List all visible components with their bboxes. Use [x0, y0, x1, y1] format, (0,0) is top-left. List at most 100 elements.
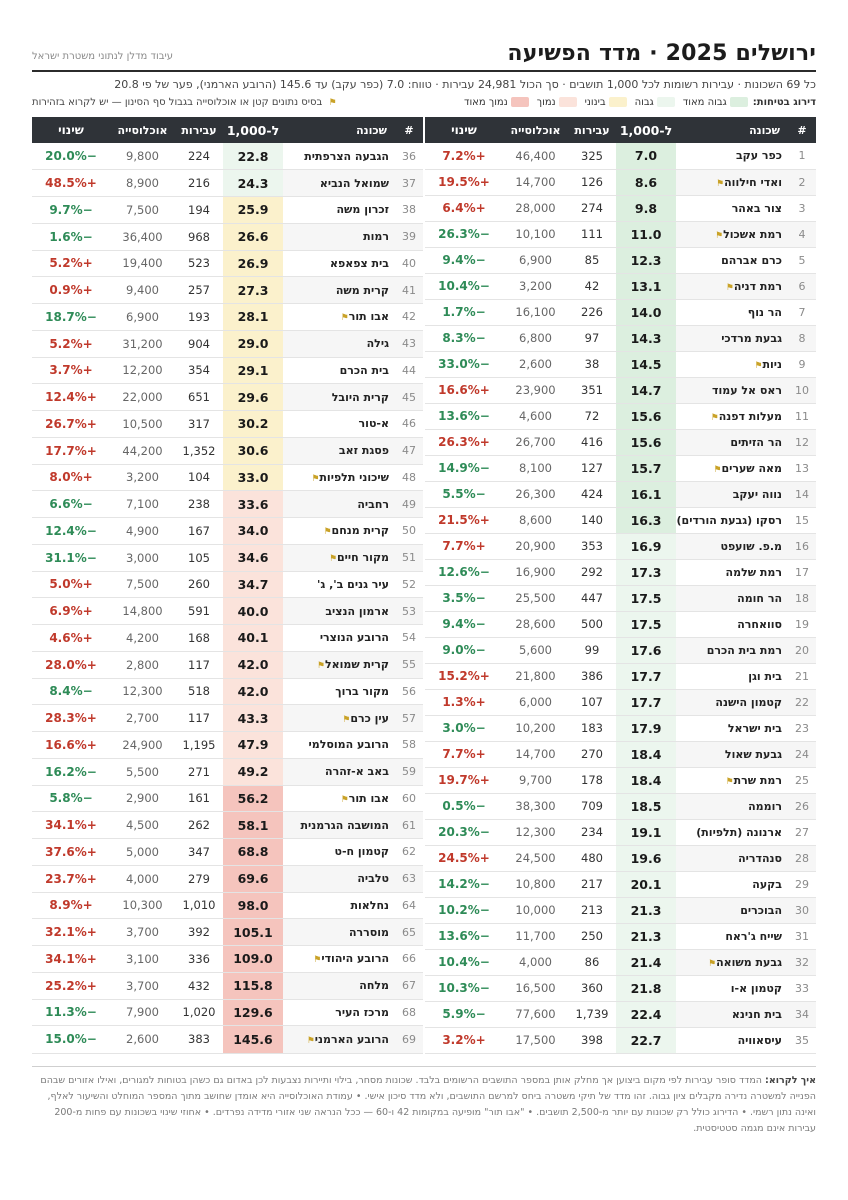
change-cell: +25.2%: [45, 978, 97, 993]
change-cell: +28.0%: [45, 657, 97, 672]
rate-cell: 29.0: [223, 330, 283, 357]
neighborhood-name: ואדי חילווה: [724, 175, 782, 189]
rate-cell: 28.1: [223, 303, 283, 331]
neighborhood-name: קטמון ח-ט: [334, 845, 389, 859]
rate-cell: 34.6: [223, 544, 283, 571]
neighborhood-cell: עין כרם⚑: [283, 704, 395, 732]
flag-icon: ⚑: [342, 714, 351, 725]
offenses-cell: 424: [581, 487, 603, 501]
neighborhood-name: נחלאות: [350, 898, 390, 912]
table-row: 58 הרובע המוסלמי 47.9 1,195 24,900 +16.6%: [32, 731, 423, 759]
neighborhood-cell: צור באהר: [676, 195, 788, 221]
neighborhood-cell: רוממה: [676, 793, 788, 819]
table-row: 41 קרית משה 27.3 257 9,400 +0.9%: [32, 276, 423, 304]
table-row: 22 קטמון הישנה 17.7 107 6,000 +1.3%: [425, 689, 816, 715]
neighborhood-cell: סוואחרה: [676, 611, 788, 637]
neighborhood-cell: קרית מנחם⚑: [283, 518, 395, 545]
table-row: 38 זכרון משה 25.9 194 7,500 −9.7%: [32, 196, 423, 224]
change-cell: +21.5%: [438, 513, 490, 527]
change-cell: −6.6%: [49, 497, 93, 512]
offenses-cell: 386: [581, 669, 603, 683]
change-cell: −9.0%: [442, 643, 486, 657]
neighborhood-cell: גילה: [283, 330, 395, 357]
report-header: ירושלים 2025 · מדד הפשיעה עיבוד מדלן לנת…: [32, 36, 816, 66]
rate-cell: 13.1: [616, 273, 676, 299]
rank-cell: 2: [788, 169, 816, 195]
offenses-cell: 447: [581, 591, 603, 605]
neighborhood-name: שמואל הנביא: [319, 176, 389, 190]
offenses-cell: 360: [581, 981, 603, 995]
rank-cell: 34: [788, 1001, 816, 1027]
rank-cell: 55: [395, 651, 423, 678]
offenses-cell: 398: [581, 1033, 603, 1047]
neighborhood-cell: הרובע היהודי⚑: [283, 946, 395, 973]
population-cell: 12,200: [122, 363, 163, 378]
neighborhood-cell: בית חנינא: [676, 1001, 788, 1027]
neighborhood-cell: מאה שערים⚑: [676, 455, 788, 481]
population-cell: 10,000: [515, 903, 556, 917]
rate-cell: 47.9: [223, 731, 283, 759]
neighborhood-cell: ואדי חילווה⚑: [676, 169, 788, 195]
neighborhood-name: ארנונה (תלפיות): [696, 825, 782, 839]
flag-icon: ⚑: [340, 313, 349, 324]
rank-cell: 59: [395, 758, 423, 785]
change-cell: +7.7%: [442, 539, 486, 553]
population-cell: 5,600: [519, 643, 552, 657]
offenses-cell: 104: [188, 470, 210, 485]
neighborhood-cell: מקור חיים⚑: [283, 544, 395, 571]
neighborhood-cell: הר נוף: [676, 299, 788, 325]
change-cell: +17.7%: [45, 443, 97, 458]
offenses-cell: 1,352: [182, 443, 216, 458]
table-row: 63 טלביה 69.6 279 4,000 +23.7%: [32, 865, 423, 892]
offenses-cell: 257: [188, 283, 210, 298]
population-cell: 25,500: [515, 591, 556, 605]
flag-icon: ⚑: [328, 554, 338, 565]
neighborhood-cell: הרובע הנוצרי: [283, 625, 395, 652]
header-rule: [32, 70, 816, 72]
neighborhood-name: זכרון משה: [336, 203, 390, 217]
population-cell: 19,400: [122, 256, 163, 271]
change-cell: +12.4%: [45, 390, 97, 405]
rank-cell: 30: [788, 897, 816, 923]
table-row: 52 עיר גנים ב', ג' 34.7 260 7,500 +5.0%: [32, 571, 423, 598]
rate-cell: 40.1: [223, 624, 283, 652]
rank-cell: 61: [395, 811, 423, 839]
neighborhood-cell: רמת אשכול⚑: [676, 221, 788, 247]
rate-cell: 42.0: [223, 651, 283, 678]
change-cell: +37.6%: [45, 844, 97, 859]
offenses-cell: 105: [188, 550, 210, 565]
population-cell: 12,300: [515, 825, 556, 839]
flag-icon: ⚑: [323, 527, 332, 538]
offenses-cell: 42: [584, 279, 600, 293]
neighborhood-name: גילה: [366, 337, 389, 351]
rank-cell: 27: [795, 825, 809, 839]
flag-note: ⚑ בסיס נתונים קטן או אוכלוסייה בגבול סף …: [32, 97, 337, 108]
neighborhood-name: קרית משה: [335, 283, 389, 297]
neighborhood-name: בית הכרם: [339, 363, 389, 377]
offenses-cell: 351: [581, 383, 603, 397]
offenses-cell: 226: [581, 305, 603, 319]
offenses-cell: 1,010: [182, 898, 216, 913]
population-cell: 8,900: [126, 176, 159, 191]
rate-cell: 27.3: [223, 276, 283, 304]
neighborhood-name: א-טור: [358, 417, 389, 431]
table-row: 27 ארנונה (תלפיות) 19.1 234 12,300 −20.3%: [425, 819, 816, 845]
table-row: 67 מלחה 115.8 432 3,700 +25.2%: [32, 972, 423, 999]
table-row: 7 הר נוף 14.0 226 16,100 −1.7%: [425, 299, 816, 325]
rank-cell: 4: [788, 221, 816, 247]
change-cell: −26.3%: [438, 227, 490, 241]
neighborhood-name: ניות: [762, 357, 782, 371]
flag-icon: ⚑: [313, 955, 322, 966]
population-cell: 22,000: [122, 390, 163, 405]
offenses-cell: 523: [188, 256, 210, 271]
population-cell: 14,700: [515, 175, 556, 189]
population-cell: 26,300: [515, 487, 556, 501]
ranking-table-right: # שכונה ל-1,000 עבירות אוכלוסייה שינוי 1…: [425, 117, 816, 1054]
rank-cell: 29: [795, 877, 809, 891]
population-cell: 14,800: [122, 604, 163, 619]
neighborhood-name: קרית היובל: [331, 390, 389, 404]
change-cell: +16.6%: [438, 383, 490, 397]
table-row: 4 רמת אשכול⚑ 11.0 111 10,100 −26.3%: [425, 221, 816, 247]
flag-icon: ⚑: [311, 473, 320, 484]
rate-cell: 8.6: [616, 169, 676, 195]
